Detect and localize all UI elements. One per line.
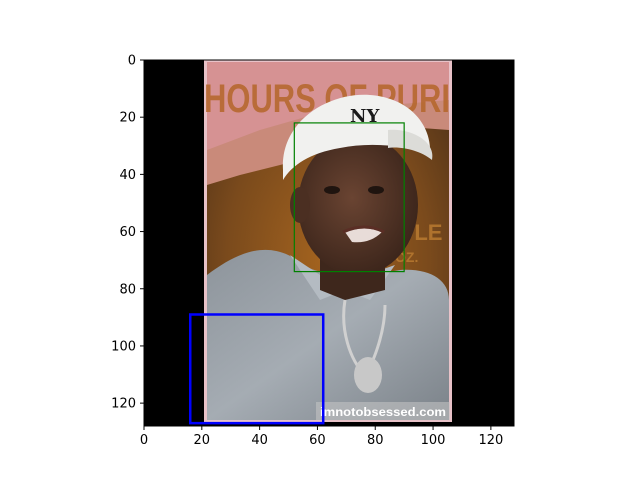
green-box	[293, 122, 405, 273]
watermark-text: imnotobsessed.com	[320, 405, 446, 419]
x-tick-label: 120	[478, 433, 503, 448]
eye-left	[324, 186, 340, 194]
cap-logo: NY	[350, 106, 380, 127]
y-tick-label: 100	[111, 339, 136, 354]
y-tick-label: 0	[128, 54, 136, 69]
photo: HOURS OF PURI PPLE OZ. NY imnotobsessed.…	[204, 60, 452, 422]
x-axis: 0 20 40 60 80 100 120	[140, 426, 503, 448]
axes-frame	[143, 59, 515, 427]
y-axis: 0 20 40 60 80 100 120	[111, 54, 144, 412]
y-tick-label: 80	[119, 282, 136, 297]
x-tick-label: 60	[309, 433, 326, 448]
x-tick-label: 0	[140, 433, 148, 448]
bounding-boxes	[189, 122, 405, 425]
x-tick-label: 40	[251, 433, 268, 448]
y-tick-label: 60	[119, 225, 136, 240]
cap	[282, 94, 431, 180]
lips	[342, 225, 385, 234]
blue-box	[189, 313, 325, 425]
x-tick-label: 100	[421, 433, 446, 448]
cap-brim	[388, 129, 433, 160]
face	[298, 135, 418, 275]
y-tick-label: 20	[119, 111, 136, 126]
ear	[290, 187, 310, 223]
eye-right	[368, 186, 384, 194]
shirt	[207, 249, 449, 420]
y-tick-label: 120	[111, 397, 136, 412]
x-tick-label: 80	[367, 433, 384, 448]
watermark-band	[316, 402, 450, 420]
x-tick-label: 20	[194, 433, 211, 448]
mouth	[345, 228, 382, 243]
y-tick-label: 40	[119, 168, 136, 183]
pendant	[354, 357, 382, 393]
